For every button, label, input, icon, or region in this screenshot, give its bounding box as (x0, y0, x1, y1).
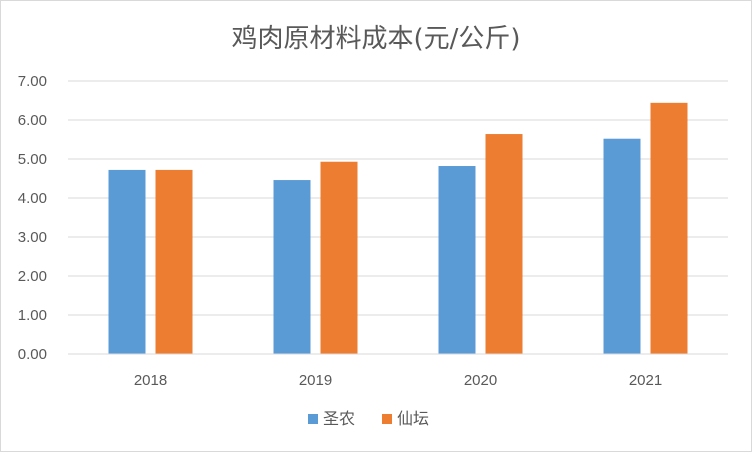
bars (108, 102, 688, 354)
bar-2018-圣农 (108, 169, 146, 354)
bar-2021-圣农 (603, 138, 641, 354)
bar-2020-仙坛 (485, 134, 523, 354)
legend-swatch (382, 414, 392, 424)
y-tick-label: 4.00 (18, 190, 47, 207)
legend: 圣农 仙坛 (308, 409, 429, 428)
y-tick-label: 3.00 (18, 229, 47, 246)
x-tick-label: 2019 (299, 372, 332, 389)
bar-2019-圣农 (273, 180, 311, 354)
x-tick-label: 2021 (629, 372, 662, 389)
x-tick-label: 2018 (134, 372, 167, 389)
y-tick-label: 7.00 (18, 73, 47, 90)
bar-2018-仙坛 (155, 169, 193, 354)
y-tick-label: 0.00 (18, 346, 47, 363)
chart-title: 鸡肉原材料成本(元/公斤) (231, 24, 520, 54)
bar-2020-圣农 (438, 166, 476, 354)
x-tick-label: 2020 (464, 372, 497, 389)
legend-swatch (308, 414, 318, 424)
y-tick-label: 5.00 (18, 151, 47, 168)
legend-label: 圣农 (323, 409, 355, 428)
bar-2021-仙坛 (650, 102, 688, 354)
y-tick-label: 6.00 (18, 112, 47, 129)
y-tick-label: 2.00 (18, 268, 47, 285)
legend-label: 仙坛 (397, 409, 429, 428)
y-axis-tick-labels: 0.00 1.00 2.00 3.00 4.00 5.00 6.00 7.00 (18, 73, 47, 363)
y-tick-label: 1.00 (18, 307, 47, 324)
x-axis-tick-labels: 2018 2019 2020 2021 (134, 372, 662, 389)
bar-2019-仙坛 (320, 161, 358, 354)
